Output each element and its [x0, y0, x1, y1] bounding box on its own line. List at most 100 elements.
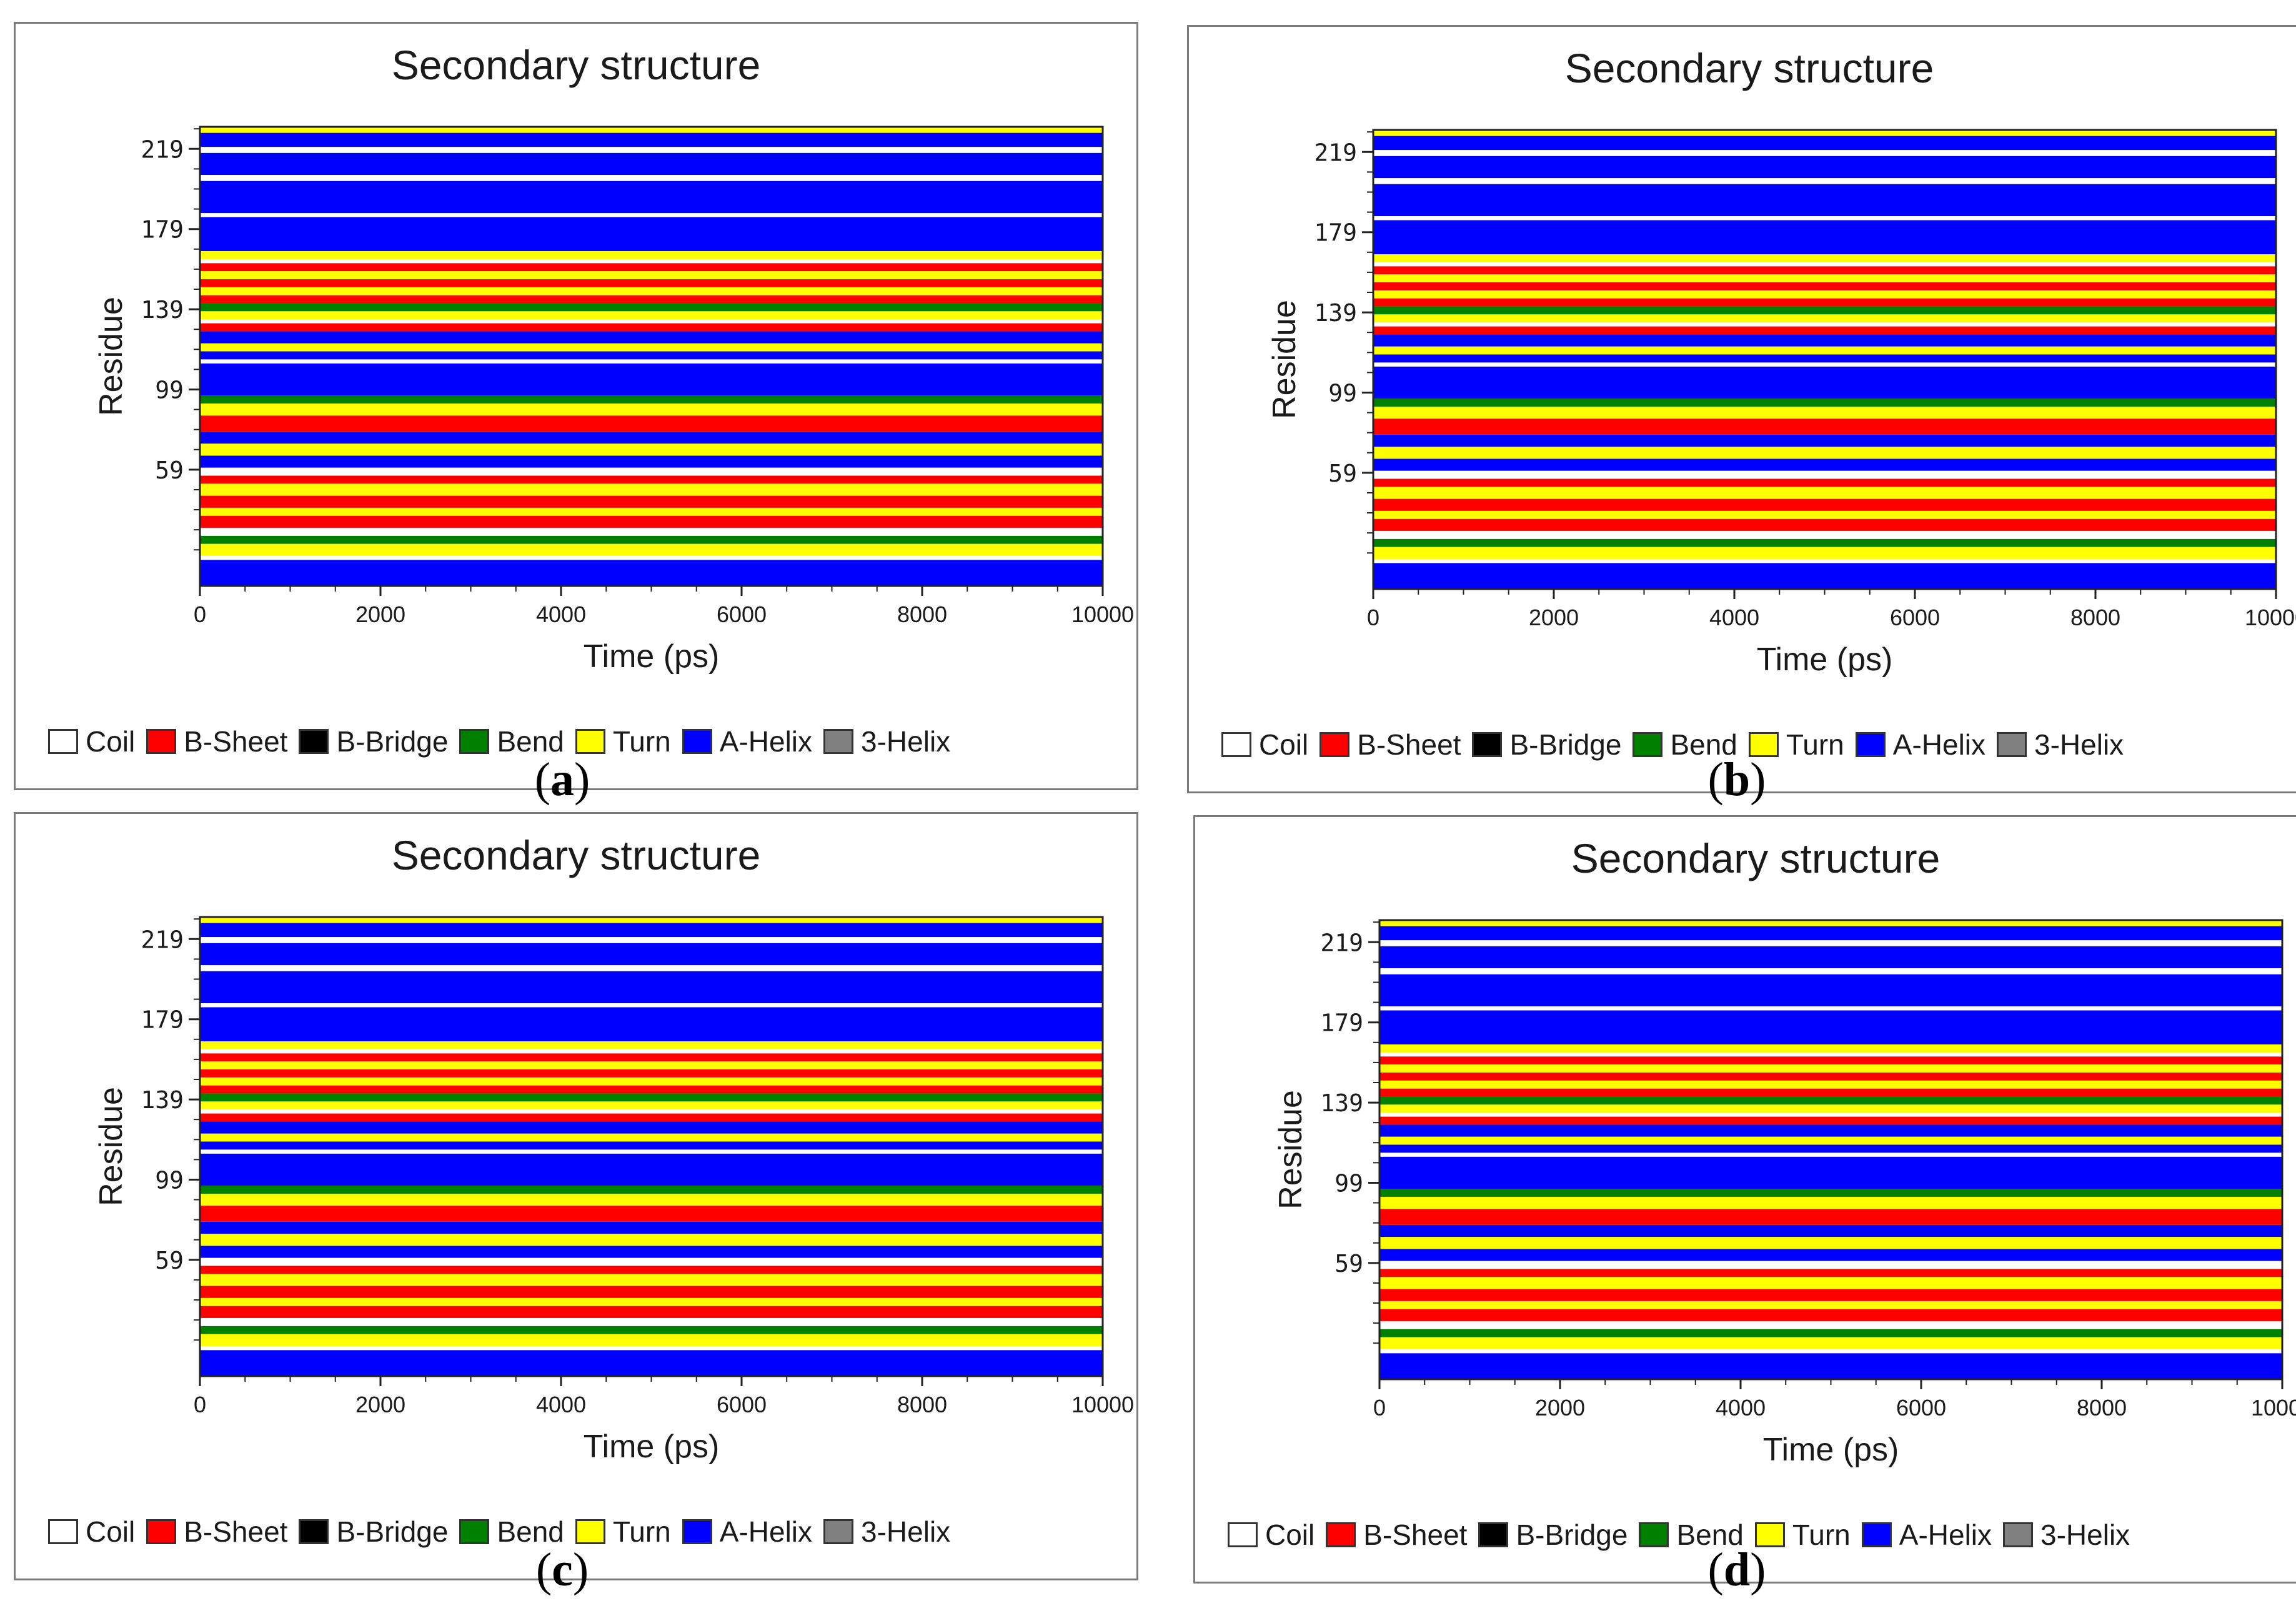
y-tick-label: 139 — [141, 1086, 184, 1114]
caption-close-paren: ) — [572, 1544, 589, 1596]
legend-swatch — [2003, 1522, 2034, 1547]
y-tick-label: 139 — [141, 296, 184, 324]
legend-item: Coil — [48, 1515, 135, 1549]
legend-swatch — [1633, 732, 1663, 757]
y-tick-label: 179 — [1320, 1009, 1363, 1037]
caption-close-paren: ) — [574, 753, 590, 806]
y-tick-label: 179 — [1314, 219, 1357, 247]
structure-band-a-helix — [200, 1141, 1103, 1150]
structure-band-turn — [1373, 314, 2276, 323]
structure-band-a-helix — [1373, 156, 2276, 179]
x-tick-label: 6000 — [1896, 1395, 1946, 1420]
structure-band-turn — [1373, 447, 2276, 459]
panel-caption: (b) — [1674, 753, 1799, 807]
chart-title: Secondary structure — [1571, 835, 1941, 881]
x-axis-label: Time (ps) — [584, 1429, 720, 1465]
structure-band-coil — [200, 213, 1103, 217]
legend-swatch — [823, 729, 854, 754]
legend-swatch — [1754, 1522, 1785, 1547]
structure-band-b-sheet — [1379, 1269, 2282, 1277]
y-tick-label: 59 — [155, 457, 184, 484]
legend-swatch — [682, 729, 712, 754]
x-tick-label: 8000 — [897, 1392, 947, 1417]
structure-band-a-helix — [200, 923, 1103, 938]
structure-band-turn — [1379, 920, 2282, 926]
structure-band-b-sheet — [200, 1266, 1103, 1274]
legend-swatch — [299, 729, 329, 754]
structure-band-turn — [1373, 406, 2276, 419]
y-axis-label: Residue — [1266, 300, 1303, 419]
structure-band-a-helix — [200, 1121, 1103, 1134]
x-tick-label: 4000 — [536, 1392, 586, 1417]
structure-band-bend — [200, 303, 1103, 312]
structure-band-turn — [200, 403, 1103, 416]
structure-band-a-helix — [1379, 1124, 2282, 1137]
chart-title: Secondary structure — [1564, 45, 1934, 91]
structure-band-a-helix — [200, 217, 1103, 251]
y-tick-label: 179 — [141, 216, 184, 244]
structure-band-turn — [200, 1101, 1103, 1110]
legend-swatch — [575, 729, 605, 754]
caption-open-paren: ( — [1707, 1544, 1724, 1596]
structure-band-a-helix — [1373, 136, 2276, 151]
structure-band-turn — [200, 1133, 1103, 1142]
legend-swatch — [48, 1519, 78, 1544]
structure-band-a-helix — [200, 1153, 1103, 1186]
structure-band-bend — [1373, 306, 2276, 315]
structure-band-turn — [200, 917, 1103, 923]
structure-band-b-sheet — [1379, 1309, 2282, 1321]
plot-area: 59 99 139 179 219 0 2000 4000 6000 8000 10000 Time … — [1273, 919, 2296, 1468]
legend-item: 3-Helix — [823, 1515, 950, 1549]
chart-panel: Secondary structure 59 99 139 179 219 0 2000 400… — [14, 812, 1138, 1580]
structure-band-coil — [1379, 1152, 2282, 1157]
structure-band-coil — [1373, 262, 2276, 267]
x-tick-label: 6000 — [717, 602, 767, 627]
legend-label: B-Bridge — [336, 725, 449, 758]
structure-band-turn — [200, 1193, 1103, 1206]
legend-label: A-Helix — [1892, 728, 1986, 761]
legend-item: A-Helix — [1861, 1518, 1992, 1552]
legend-swatch — [575, 1519, 605, 1544]
caption-close-paren: ) — [1750, 753, 1766, 806]
structure-band-coil — [200, 359, 1103, 364]
legend-item: B-Sheet — [146, 725, 287, 758]
structure-band-a-helix — [1379, 1249, 2282, 1261]
x-tick-label: 10000 — [2245, 605, 2296, 630]
structure-band-turn — [200, 444, 1103, 456]
structure-band-a-helix — [1379, 974, 2282, 1007]
structure-band-coil — [200, 319, 1103, 324]
structure-band-turn — [200, 1077, 1103, 1086]
structure-band-turn — [1379, 1136, 2282, 1145]
legend-item: Bend — [459, 1515, 564, 1549]
legend-swatch — [1748, 732, 1779, 757]
structure-band-b-sheet — [1373, 326, 2276, 335]
structure-band-b-sheet — [200, 1053, 1103, 1062]
legend-label: Bend — [1676, 1519, 1744, 1551]
structure-band-coil — [200, 1346, 1103, 1351]
legend-swatch — [1228, 1522, 1258, 1547]
structure-band-turn — [200, 483, 1103, 496]
structure-band-turn — [1379, 1196, 2282, 1209]
legend-swatch — [823, 1519, 854, 1544]
structure-band-bend — [1379, 1329, 2282, 1337]
structure-band-a-helix — [1379, 946, 2282, 969]
legend-swatch — [48, 729, 78, 754]
y-axis-label: Residue — [93, 297, 129, 416]
structure-band-coil — [200, 965, 1103, 971]
structure-band-a-helix — [200, 181, 1103, 214]
structure-band-a-helix — [200, 331, 1103, 344]
y-tick-label: 99 — [1334, 1169, 1363, 1197]
y-tick-label: 219 — [141, 926, 184, 953]
structure-band-turn — [200, 311, 1103, 320]
legend-label: A-Helix — [1899, 1519, 1992, 1551]
structure-band-coil — [1373, 530, 2276, 539]
x-tick-label: 10000 — [1071, 602, 1134, 627]
structure-band-a-helix — [200, 431, 1103, 444]
structure-band-b-sheet — [200, 495, 1103, 508]
structure-band-turn — [1373, 254, 2276, 262]
y-tick-label: 139 — [1314, 299, 1357, 327]
structure-band-a-helix — [1373, 458, 2276, 471]
structure-band-b-sheet — [200, 1206, 1103, 1222]
structure-band-bend — [200, 395, 1103, 404]
structure-band-coil — [200, 555, 1103, 560]
